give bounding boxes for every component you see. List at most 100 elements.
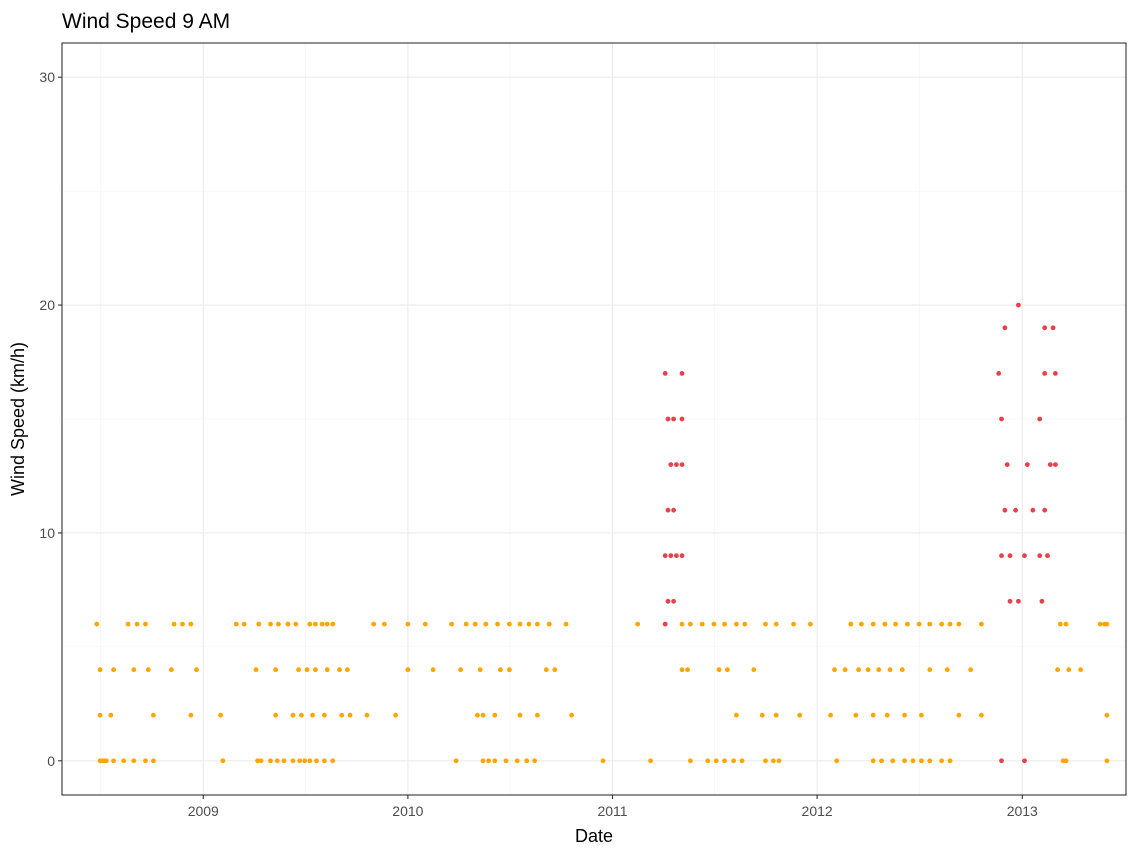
data-point	[483, 621, 489, 627]
data-point	[870, 758, 876, 764]
data-point	[763, 758, 768, 764]
data-point	[532, 758, 537, 764]
data-point	[296, 667, 301, 673]
data-point	[125, 621, 131, 627]
data-point	[256, 621, 262, 627]
data-point	[151, 758, 156, 764]
data-point	[751, 667, 757, 673]
data-point	[314, 758, 319, 764]
data-point	[268, 758, 273, 764]
data-point	[310, 712, 315, 718]
data-point	[546, 621, 552, 627]
data-point	[194, 667, 199, 673]
highlight-data-point	[1053, 371, 1058, 376]
data-point	[773, 712, 779, 718]
highlight-data-point	[665, 507, 671, 513]
highlight-data-point	[1016, 598, 1021, 604]
data-point	[685, 667, 690, 673]
data-point	[834, 758, 840, 764]
x-tick-label: 2011	[597, 803, 627, 819]
data-point	[218, 712, 224, 718]
data-point	[151, 712, 156, 718]
data-point	[330, 758, 336, 764]
highlight-data-point	[999, 758, 1004, 764]
data-point	[111, 758, 116, 764]
data-point	[477, 667, 483, 673]
data-point	[103, 758, 109, 764]
highlight-data-point	[1045, 553, 1050, 559]
x-tick-label: 2013	[1007, 803, 1038, 819]
y-tick-label: 20	[39, 297, 55, 313]
data-point	[876, 667, 882, 673]
data-point	[1066, 667, 1072, 673]
highlight-data-point	[1039, 598, 1045, 604]
highlight-data-point	[1042, 371, 1048, 376]
data-point	[947, 758, 953, 764]
data-point	[679, 667, 685, 673]
data-point	[739, 758, 745, 764]
data-point	[495, 621, 500, 627]
data-point	[853, 712, 859, 718]
highlight-data-point	[1050, 325, 1056, 331]
highlight-data-point	[671, 507, 676, 513]
data-point	[290, 712, 296, 718]
data-point	[330, 621, 336, 627]
data-point	[600, 758, 606, 764]
data-point	[307, 758, 313, 764]
data-point	[734, 712, 739, 718]
data-point	[944, 667, 950, 673]
highlight-data-point	[668, 553, 674, 559]
data-point	[108, 712, 114, 718]
data-point	[492, 758, 498, 764]
data-point	[492, 712, 498, 718]
data-point	[776, 758, 782, 764]
highlight-data-point	[1022, 553, 1027, 559]
axis-ticks: 2009 2010 2011 2012 2013 0 10 20 30	[39, 69, 1038, 819]
data-point	[322, 758, 327, 764]
data-point	[134, 621, 140, 627]
highlight-data-point	[679, 462, 685, 467]
data-point	[97, 712, 103, 718]
data-point	[313, 621, 318, 627]
data-point	[919, 712, 924, 718]
data-point	[268, 621, 273, 627]
highlight-data-point	[1002, 507, 1008, 513]
data-point	[258, 758, 264, 764]
data-point	[939, 758, 944, 764]
data-point	[679, 621, 685, 627]
chart-title: Wind Speed 9 AM	[62, 10, 230, 33]
data-point	[463, 621, 469, 627]
highlight-data-point	[999, 416, 1004, 422]
data-point	[453, 758, 459, 764]
highlight-data-point	[1030, 507, 1036, 513]
data-point	[905, 621, 910, 627]
data-point	[927, 621, 933, 627]
data-point	[180, 621, 185, 627]
data-point	[859, 621, 864, 627]
data-point	[393, 712, 398, 718]
highlight-data-point	[679, 371, 685, 376]
data-point	[884, 712, 890, 718]
data-point	[299, 712, 304, 718]
data-point	[916, 621, 922, 627]
plot-panel-border	[61, 42, 1127, 796]
data-point	[131, 667, 137, 673]
x-tick-label: 2009	[188, 803, 219, 819]
data-point	[253, 667, 259, 673]
data-point	[919, 758, 924, 764]
highlight-data-point	[1016, 302, 1021, 308]
data-point	[535, 712, 540, 718]
data-point	[293, 621, 299, 627]
highlight-data-point	[1024, 462, 1030, 467]
data-point	[405, 667, 411, 673]
data-point	[322, 712, 327, 718]
data-point	[688, 621, 693, 627]
data-point	[337, 667, 342, 673]
data-point	[347, 712, 353, 718]
highlight-data-point	[1004, 462, 1010, 467]
y-axis-title: Wind Speed (km/h)	[8, 342, 28, 496]
data-point	[979, 712, 984, 718]
highlight-data-point	[668, 462, 674, 467]
data-point	[220, 758, 226, 764]
data-point	[716, 667, 722, 673]
